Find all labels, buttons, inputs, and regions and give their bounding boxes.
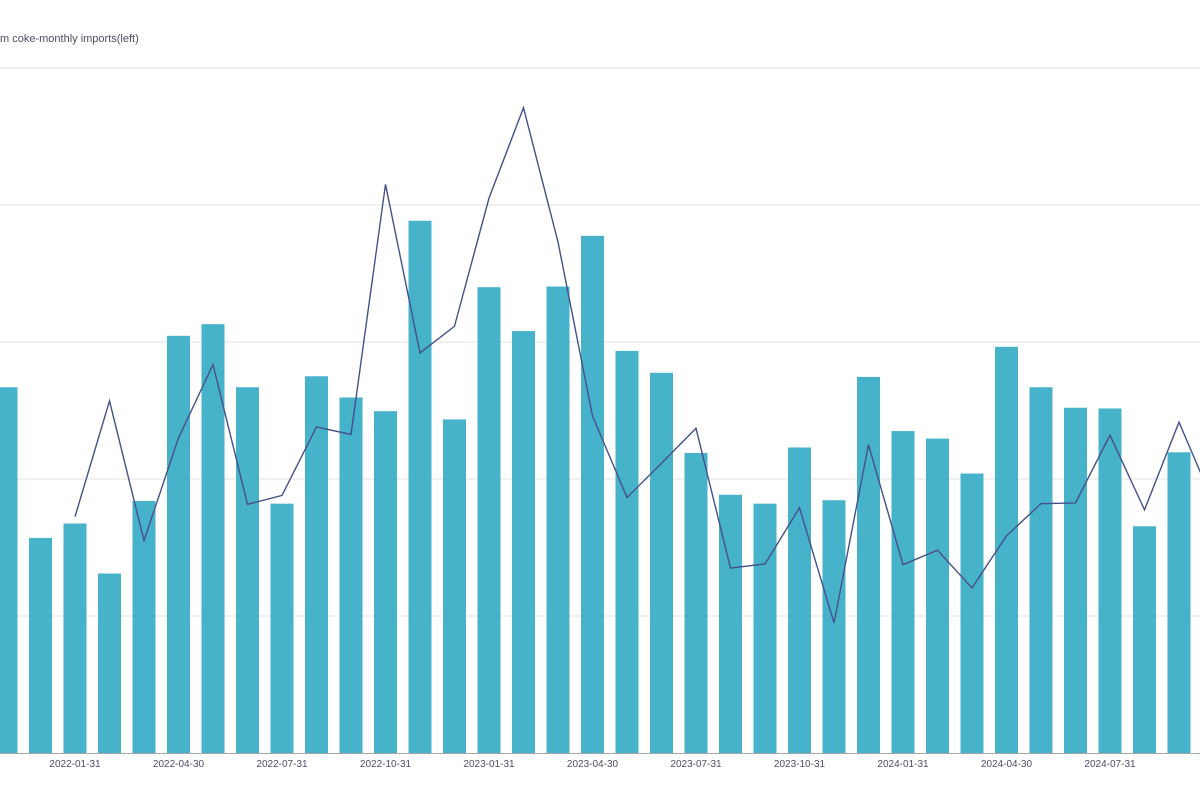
x-tick-label: 2022-04-30 — [153, 759, 205, 770]
bar — [546, 286, 570, 753]
bar — [1167, 452, 1191, 753]
bar — [615, 350, 639, 753]
bar — [132, 500, 156, 753]
x-tick-label: 2024-07-31 — [1084, 759, 1136, 770]
bar — [960, 473, 984, 753]
bar — [0, 387, 18, 753]
bar — [822, 500, 846, 753]
bar — [29, 537, 52, 753]
bar — [753, 503, 777, 753]
bar — [650, 372, 673, 753]
bar — [1133, 526, 1156, 753]
bar — [374, 411, 397, 753]
bar — [1029, 387, 1053, 753]
bar — [63, 523, 87, 753]
x-axis: 2022-01-31 2022-04-30 2022-07-31 2022-10-31… — [0, 753, 1200, 770]
x-tick-label: 2023-04-30 — [567, 759, 619, 770]
line-series — [74, 105, 1200, 624]
bar — [926, 438, 949, 753]
bar — [443, 419, 466, 753]
bar — [1064, 407, 1087, 753]
bar — [719, 494, 742, 753]
bar — [305, 376, 328, 753]
bar — [857, 376, 880, 753]
x-tick-label: 2024-04-30 — [981, 759, 1033, 770]
bar — [477, 287, 501, 753]
bar — [684, 452, 708, 753]
bar — [236, 387, 259, 753]
bar — [270, 503, 294, 753]
bar — [581, 235, 604, 753]
bar — [788, 447, 811, 753]
legend-label: m coke-monthly imports(left) — [0, 33, 139, 45]
x-tick-label: 2022-10-31 — [360, 759, 412, 770]
bar — [201, 324, 225, 753]
x-tick-label: 2024-01-31 — [877, 759, 929, 770]
bar — [98, 573, 121, 753]
bar — [408, 220, 432, 753]
line-path — [74, 105, 1200, 624]
x-tick-label: 2023-01-31 — [463, 759, 515, 770]
bar — [339, 397, 363, 753]
x-tick-label: 2022-01-31 — [49, 759, 101, 770]
x-tick-label: 2023-10-31 — [774, 759, 826, 770]
bar — [995, 346, 1018, 753]
bar — [512, 331, 535, 753]
bar — [167, 335, 190, 753]
bar — [891, 431, 915, 753]
x-tick-label: 2022-07-31 — [256, 759, 308, 770]
x-tick-label: 2023-07-31 — [670, 759, 722, 770]
bar — [1098, 408, 1122, 753]
bar-series — [0, 220, 1191, 753]
